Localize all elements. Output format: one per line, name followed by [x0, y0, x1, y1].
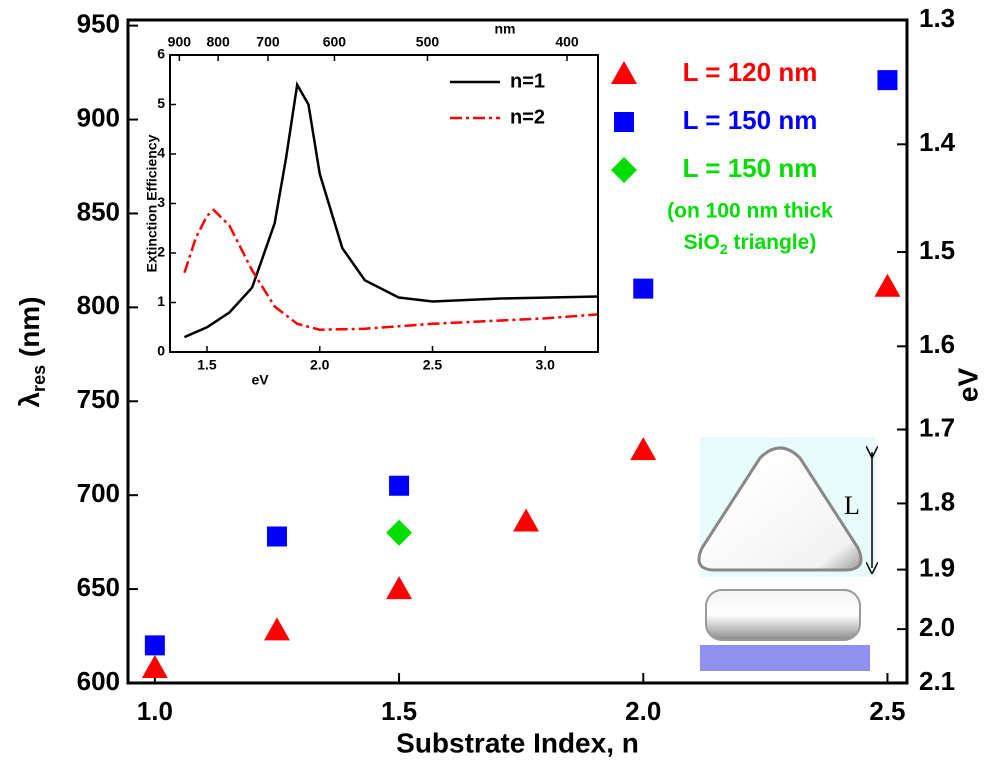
x-tick-label: 2.5 — [869, 696, 905, 726]
y2-tick-label: 1.8 — [919, 486, 955, 516]
inset-legend-label: n=2 — [510, 106, 545, 128]
x-tick-label: 1.5 — [381, 696, 417, 726]
y-label-unit: (nm) — [14, 296, 45, 364]
legend-label: L = 120 nm — [683, 57, 818, 87]
inset-x-tick-label: 2.0 — [310, 357, 330, 373]
note-text: triangle) — [728, 231, 817, 254]
y-label-symbol: λ — [14, 392, 45, 408]
y-tick-label: 700 — [77, 478, 120, 508]
length-label: L — [844, 491, 860, 520]
inset-y-tick-label: 5 — [157, 95, 165, 111]
marker-square — [633, 278, 654, 299]
y2-axis-label: eV — [952, 368, 983, 403]
y-axis-label: λres (nm) — [14, 296, 48, 407]
particle-side-view — [705, 589, 861, 641]
inset-x2-tick-label: 600 — [323, 34, 347, 50]
y-label-sub: res — [29, 365, 49, 392]
x-tick-label: 2.0 — [625, 696, 661, 726]
inset-x2-tick-label: 400 — [555, 34, 579, 50]
legend-label: L = 150 nm — [683, 105, 818, 135]
inset-x2-label: nm — [495, 21, 516, 37]
legend-note: SiO2 triangle) — [684, 231, 817, 257]
inset-x2-tick-label: 500 — [416, 34, 440, 50]
substrate — [700, 645, 870, 671]
inset-x2-tick-label: 900 — [168, 34, 192, 50]
nanoparticle-illustration: L — [697, 437, 876, 671]
x-axis-label: Substrate Index, n — [396, 727, 639, 758]
legend-marker — [611, 61, 637, 84]
y-tick-label: 800 — [77, 290, 120, 320]
triangle-particle — [697, 446, 863, 572]
inset-line — [183, 80, 599, 339]
marker-diamond — [386, 519, 413, 546]
inset-y-tick-label: 2 — [157, 244, 165, 260]
x-tick-label: 1.0 — [137, 696, 173, 726]
inset-y-tick-label: 0 — [157, 343, 165, 359]
marker-triangle — [513, 508, 540, 532]
plot-frame — [126, 18, 909, 685]
y2-tick-label: 1.9 — [919, 552, 955, 582]
legend-marker — [611, 157, 637, 183]
inset-y-label: Extinction Efficiency — [144, 134, 160, 272]
y2-tick-label: 2.1 — [919, 666, 955, 696]
inset-x-tick-label: 3.0 — [535, 357, 555, 373]
legend-marker — [614, 112, 634, 132]
note-text: SiO — [684, 231, 720, 254]
y2-tick-label: 1.4 — [919, 127, 956, 157]
y2-tick-label: 1.6 — [919, 329, 955, 359]
y-tick-label: 650 — [77, 572, 120, 602]
inset-line — [183, 208, 599, 331]
inset-x2-tick-label: 800 — [206, 34, 230, 50]
inset-y-tick-label: 1 — [157, 293, 165, 309]
inset-x2-tick-label: 700 — [256, 34, 280, 50]
marker-square — [389, 475, 410, 496]
inset-y-tick-label: 6 — [157, 46, 165, 62]
y-tick-label: 750 — [77, 384, 120, 414]
inset-y-tick-label: 3 — [157, 194, 165, 210]
y2-tick-label: 1.3 — [919, 3, 955, 33]
inset-x-tick-label: 1.5 — [197, 357, 217, 373]
y-tick-label: 900 — [77, 102, 120, 132]
y-tick-label: 850 — [77, 196, 120, 226]
y2-tick-label: 1.5 — [919, 235, 955, 265]
marker-triangle — [263, 617, 290, 641]
y2-tick-label: 2.0 — [919, 612, 955, 642]
marker-triangle — [386, 576, 413, 600]
legend-label: L = 150 nm — [683, 153, 818, 183]
inset-legend-label: n=1 — [510, 70, 545, 92]
y2-tick-label: 1.7 — [919, 412, 955, 442]
inset-x-tick-label: 2.5 — [423, 357, 443, 373]
marker-triangle — [630, 437, 657, 461]
inset-background — [138, 22, 603, 392]
marker-square — [877, 70, 898, 91]
y-tick-label: 600 — [77, 666, 120, 696]
inset-y-tick-label: 4 — [157, 145, 165, 161]
marker-square — [266, 526, 287, 547]
y-tick-label: 950 — [77, 9, 120, 39]
note-subscript: 2 — [720, 241, 728, 257]
inset-frame — [169, 54, 599, 353]
marker-square — [144, 635, 165, 656]
legend-note: (on 100 nm thick — [667, 200, 833, 223]
marker-triangle — [141, 654, 168, 678]
inset-x-label: eV — [251, 372, 269, 388]
marker-triangle — [874, 273, 901, 297]
